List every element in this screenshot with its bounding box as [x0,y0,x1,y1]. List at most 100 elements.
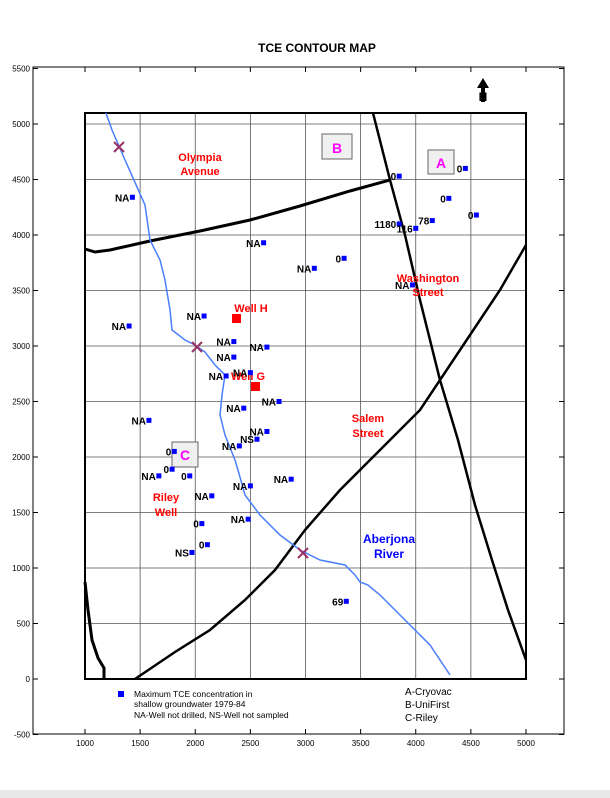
well-point [199,521,205,527]
well-point [189,549,195,555]
north-arrow-icon: N [477,78,489,104]
well-g-label: Well G [231,371,265,383]
well-point [413,225,419,231]
well-value-label: 0 [166,447,172,458]
well-point [396,173,402,179]
x-marker-north [113,141,125,153]
site-key-c: C-Riley [405,713,438,724]
well-point [261,240,267,246]
well-point [264,344,270,350]
washington-label-1: Washington [397,273,460,285]
svg-text:B: B [332,140,342,156]
well-point [311,265,317,271]
well-value-label: 0 [457,164,463,175]
legend-marker [118,691,124,697]
y-tick-label: 1500 [12,509,30,518]
well-value-label: 1180 [375,220,397,231]
x-axis-ticks: 1000 1500 2000 2500 3000 3500 4000 4500 5000 [76,67,535,748]
x-tick-label: 3500 [352,739,370,748]
well-value-label: NS [240,435,254,446]
well-value-label: 0 [193,520,199,531]
well-value-label: 0 [199,541,205,552]
salem-street-road [134,244,528,681]
well-point [204,542,210,548]
well-value-label: NA [187,312,201,323]
well-value-label: NA [231,515,245,526]
well-value-label: NS [175,548,189,559]
y-tick-label: 0 [26,675,31,684]
y-tick-label: 5500 [12,65,30,74]
well-g-marker [251,382,260,391]
well-h-label: Well H [234,303,267,315]
well-value-label: NA [209,372,223,383]
well-value-label: NA [194,492,208,503]
well-point [209,493,215,499]
well-point [429,218,435,224]
olympia-avenue-road [84,178,391,254]
well-point [462,165,468,171]
x-tick-label: 3000 [297,739,315,748]
well-value-label: 0 [468,211,474,222]
well-value-label: NA [233,482,247,493]
bottom-bar [0,790,610,798]
well-value-label: NA [112,322,126,333]
well-point [129,194,135,200]
legend-line-2: shallow groundwater 1979-84 [134,699,246,709]
site-key-b: B-UniFirst [405,700,450,711]
x-tick-label: 1500 [131,739,149,748]
map-grid [84,113,527,680]
y-tick-label: 3500 [12,287,30,296]
site-c: C [171,441,199,468]
well-value-label: NA [131,416,145,427]
well-point [231,354,237,360]
site-a: A [427,149,455,175]
x-marker-south [297,547,309,559]
well-value-label: 78 [418,217,430,228]
svg-text:C: C [180,447,190,463]
well-value-label: NA [226,404,240,415]
well-value-label: 0 [164,465,170,476]
well-value-label: NA [297,264,311,275]
y-tick-label: 4500 [12,176,30,185]
site-key-a: A-Cryovac [405,687,452,698]
well-point [169,466,175,472]
olympia-label-1: Olympia [178,152,222,164]
well-point [126,323,132,329]
riley-label-2: Well [155,507,177,519]
legend-line-1: Maximum TCE concentration in [134,689,253,699]
legend-line-3: NA-Well not drilled, NS-Well not sampled [134,710,289,720]
well-value-label: 0 [181,472,187,483]
well-point [245,516,251,522]
x-marker-middle [191,341,203,353]
well-point [473,212,479,218]
y-tick-label: 5000 [12,120,30,129]
x-tick-label: 4500 [462,739,480,748]
y-tick-label: 2000 [12,453,30,462]
washington-street-road [371,112,528,661]
salem-label-2: Street [352,428,384,440]
well-point [201,313,207,319]
well-value-label: NA [222,442,236,453]
aberjona-label-2: River [374,547,404,561]
site-b: B [321,133,353,160]
left-road [83,581,106,679]
well-point [247,483,253,489]
well-point [276,399,282,404]
well-value-label: NA [262,398,276,409]
well-value-label: 0 [391,172,397,183]
well-point [236,443,242,449]
riley-label-1: Riley [153,492,180,504]
aberjona-label-1: Aberjona [363,532,415,546]
well-value-label: NA [249,427,263,438]
well-point [171,448,177,454]
well-point [241,405,247,411]
x-tick-label: 1000 [76,739,94,748]
well-point [264,428,270,434]
x-tick-label: 4000 [407,739,425,748]
well-value-label: 69 [332,597,344,608]
well-value-label: NA [216,353,230,364]
well-point [288,476,294,482]
well-point [343,598,349,604]
washington-label-2: Street [412,287,444,299]
